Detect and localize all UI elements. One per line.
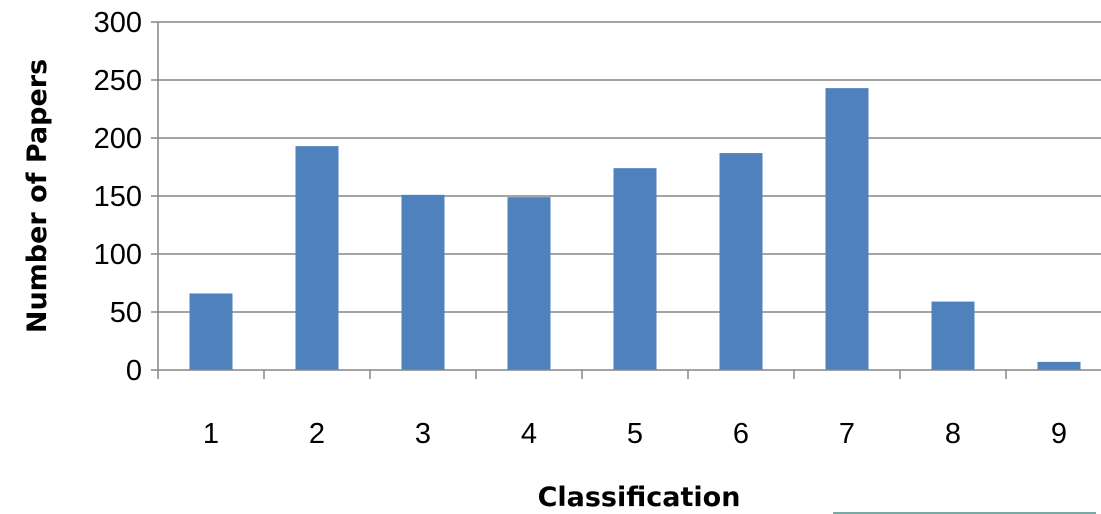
x-tick-label: 3 <box>415 418 431 450</box>
axes <box>151 21 1101 379</box>
bar <box>825 88 869 371</box>
y-axis-title: Number of Papers <box>22 59 53 333</box>
x-tick-labels: 1 2 3 4 5 6 7 8 9 <box>203 418 1067 450</box>
y-tick-label: 200 <box>94 123 142 155</box>
x-tick-label: 1 <box>203 418 219 450</box>
bar <box>401 194 445 370</box>
x-tick-label: 2 <box>309 418 325 450</box>
bar <box>295 146 339 370</box>
y-tick-label: 50 <box>110 297 142 329</box>
y-tick-label: 300 <box>94 7 142 39</box>
y-tick-label: 250 <box>94 65 142 97</box>
x-tick-label: 4 <box>521 418 537 450</box>
bar <box>613 168 657 370</box>
x-tick-label: 7 <box>839 418 855 450</box>
x-tick-label: 8 <box>945 418 961 450</box>
bar <box>931 301 975 370</box>
x-tick-label: 9 <box>1051 418 1067 450</box>
y-tick-label: 0 <box>126 355 142 387</box>
x-tick-label: 6 <box>733 418 749 450</box>
y-tick-labels: 0 50 100 150 200 250 300 <box>94 7 142 387</box>
x-tick-label: 5 <box>627 418 643 450</box>
bar <box>1037 361 1081 370</box>
y-tick-label: 100 <box>94 239 142 271</box>
y-tick-label: 150 <box>94 181 142 213</box>
bar <box>719 153 763 370</box>
bars <box>189 88 1081 371</box>
x-axis-title: Classification <box>538 482 741 513</box>
bar <box>507 197 551 370</box>
bar <box>189 293 233 370</box>
